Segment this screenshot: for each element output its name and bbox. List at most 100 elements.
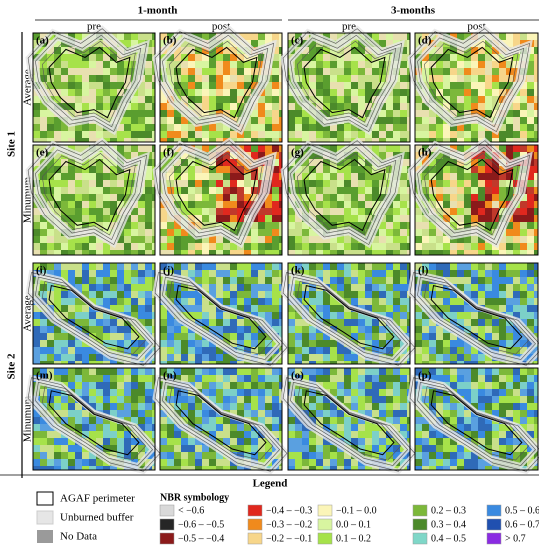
map-pixel bbox=[40, 396, 47, 403]
map-pixel bbox=[344, 222, 351, 229]
map-pixel bbox=[358, 354, 365, 361]
map-pixel bbox=[223, 68, 230, 75]
map-pixel bbox=[82, 270, 89, 277]
map-pixel bbox=[309, 291, 316, 298]
map-pixel bbox=[209, 250, 216, 255]
map-pixel bbox=[457, 389, 464, 396]
map-pixel bbox=[436, 466, 443, 470]
map-pixel bbox=[527, 424, 534, 431]
map-pixel bbox=[244, 277, 251, 284]
map-pixel bbox=[365, 180, 372, 187]
agaf-perimeter bbox=[303, 158, 386, 232]
buffer-outline bbox=[168, 40, 263, 123]
map-pixel bbox=[209, 291, 216, 298]
map-pixel bbox=[457, 75, 464, 82]
map-pixel bbox=[167, 459, 174, 466]
map-pixel bbox=[288, 103, 295, 110]
map-pixel bbox=[436, 243, 443, 250]
map-pixel bbox=[40, 131, 47, 138]
map-pixel bbox=[407, 243, 410, 250]
map-pixel bbox=[96, 236, 103, 243]
map-pixel bbox=[167, 424, 174, 431]
map-pixel bbox=[471, 396, 478, 403]
map-pixel bbox=[471, 131, 478, 138]
map-pixel bbox=[478, 368, 485, 375]
map-pixel bbox=[33, 131, 40, 138]
map-pixel bbox=[436, 54, 443, 61]
map-pixel bbox=[386, 236, 393, 243]
map-pixel bbox=[279, 201, 282, 208]
map-pixel bbox=[527, 263, 534, 270]
map-pixel bbox=[202, 424, 209, 431]
map-pixel bbox=[103, 424, 110, 431]
map-pixel bbox=[323, 215, 330, 222]
map-pixel bbox=[316, 403, 323, 410]
map-pixel bbox=[534, 243, 538, 250]
map-pixel bbox=[330, 75, 337, 82]
map-pixel bbox=[415, 326, 422, 333]
map-pixel bbox=[506, 187, 513, 194]
map-pixel bbox=[513, 166, 520, 173]
map-pixel bbox=[520, 417, 527, 424]
map-pixel bbox=[272, 124, 279, 131]
map-pixel bbox=[485, 96, 492, 103]
map-pixel bbox=[323, 459, 330, 466]
map-pixel bbox=[358, 424, 365, 431]
map-pixel bbox=[344, 438, 351, 445]
map-pixel bbox=[450, 333, 457, 340]
map-pixel bbox=[393, 298, 400, 305]
map-pixel bbox=[188, 131, 195, 138]
map-pixel bbox=[415, 124, 422, 131]
map-pixel bbox=[110, 138, 117, 142]
map-pixel bbox=[237, 375, 244, 382]
map-pixel bbox=[464, 173, 471, 180]
map-pixel bbox=[365, 208, 372, 215]
map-pixel bbox=[237, 305, 244, 312]
map-pixel bbox=[309, 194, 316, 201]
map-pixel bbox=[89, 250, 96, 255]
map-pixel bbox=[520, 110, 527, 117]
map-pixel bbox=[33, 368, 40, 375]
map-pixel bbox=[288, 236, 295, 243]
map-pixel bbox=[82, 291, 89, 298]
map-pixel bbox=[471, 347, 478, 354]
map-pixel bbox=[513, 340, 520, 347]
map-pixel bbox=[251, 375, 258, 382]
map-pixel bbox=[365, 250, 372, 255]
map-pixel bbox=[492, 277, 499, 284]
map-pixel bbox=[230, 201, 237, 208]
map-pixel bbox=[492, 96, 499, 103]
map-pixel bbox=[167, 438, 174, 445]
map-pixel bbox=[251, 75, 258, 82]
map-pixel bbox=[54, 47, 61, 54]
map-pixel bbox=[407, 82, 410, 89]
map-pixel bbox=[499, 33, 506, 40]
map-pixel bbox=[75, 361, 82, 364]
map-pixel bbox=[68, 403, 75, 410]
map-pixel bbox=[33, 354, 40, 361]
map-pixel bbox=[372, 61, 379, 68]
map-pixel bbox=[152, 250, 155, 255]
map-pixel bbox=[75, 243, 82, 250]
map-pixel bbox=[393, 403, 400, 410]
map-pixel bbox=[393, 117, 400, 124]
map-pixel bbox=[138, 305, 145, 312]
map-pixel bbox=[138, 368, 145, 375]
map-pixel bbox=[485, 396, 492, 403]
map-pixel bbox=[499, 333, 506, 340]
map-pixel bbox=[492, 305, 499, 312]
map-pixel bbox=[138, 145, 145, 152]
map-pixel bbox=[471, 75, 478, 82]
map-pixel bbox=[209, 215, 216, 222]
map-pixel bbox=[216, 319, 223, 326]
map-pixel bbox=[251, 145, 258, 152]
map-pixel bbox=[499, 319, 506, 326]
buffer-outline bbox=[423, 281, 530, 355]
map-pixel bbox=[415, 319, 422, 326]
map-pixel bbox=[237, 75, 244, 82]
map-pixel bbox=[344, 215, 351, 222]
map-pixel bbox=[96, 75, 103, 82]
map-pixel bbox=[288, 459, 295, 466]
map-pixel bbox=[443, 347, 450, 354]
swatch-nodata bbox=[37, 530, 53, 543]
